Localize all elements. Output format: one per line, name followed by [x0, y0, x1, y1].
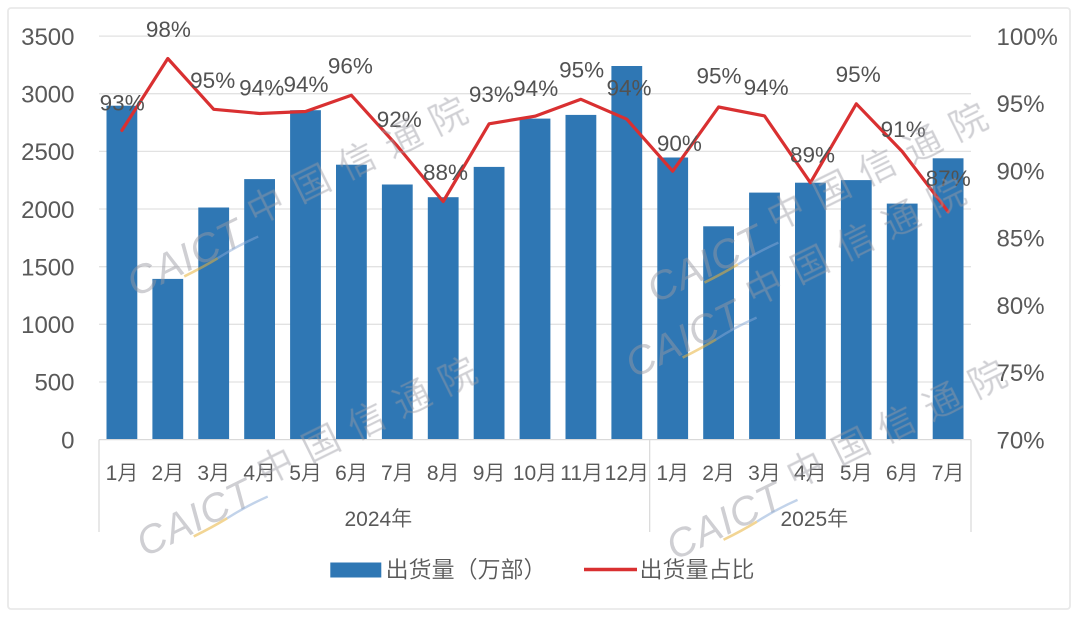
svg-text:3000: 3000 [21, 82, 74, 109]
svg-text:3500: 3500 [21, 24, 74, 51]
svg-text:2: 2 [152, 462, 164, 485]
svg-text:3: 3 [197, 462, 209, 485]
svg-text:89%: 89% [790, 143, 835, 168]
svg-text:94%: 94% [239, 76, 284, 101]
svg-text:5: 5 [289, 462, 301, 485]
svg-text:10: 10 [513, 462, 536, 485]
svg-text:0: 0 [61, 427, 74, 454]
svg-text:94%: 94% [744, 75, 789, 100]
svg-text:4: 4 [243, 462, 255, 485]
svg-text:94%: 94% [283, 72, 328, 97]
svg-text:5: 5 [840, 462, 852, 485]
svg-text:95%: 95% [696, 64, 741, 89]
svg-text:96%: 96% [328, 54, 373, 79]
svg-text:500: 500 [34, 370, 74, 397]
svg-text:3: 3 [748, 462, 760, 485]
svg-text:70%: 70% [997, 427, 1045, 454]
svg-text:7: 7 [381, 462, 393, 485]
svg-text:85%: 85% [997, 226, 1045, 253]
svg-text:1000: 1000 [21, 312, 74, 339]
svg-text:80%: 80% [997, 293, 1045, 320]
svg-text:2024: 2024 [344, 508, 391, 531]
svg-text:6: 6 [335, 462, 347, 485]
svg-text:98%: 98% [146, 17, 191, 42]
svg-text:6: 6 [886, 462, 898, 485]
svg-text:9: 9 [473, 462, 485, 485]
svg-text:95%: 95% [559, 58, 604, 83]
svg-text:90%: 90% [657, 131, 702, 156]
svg-text:93%: 93% [100, 91, 145, 116]
svg-text:2500: 2500 [21, 139, 74, 166]
svg-text:7: 7 [932, 462, 944, 485]
svg-text:100%: 100% [997, 24, 1058, 51]
svg-text:2025: 2025 [780, 508, 827, 531]
svg-text:8: 8 [427, 462, 439, 485]
svg-text:95%: 95% [997, 91, 1045, 118]
svg-text:1: 1 [106, 462, 118, 485]
svg-text:94%: 94% [606, 75, 651, 100]
svg-text:2: 2 [702, 462, 714, 485]
svg-text:12: 12 [605, 462, 628, 485]
svg-text:92%: 92% [377, 107, 422, 132]
svg-text:94%: 94% [513, 76, 558, 101]
svg-text:95%: 95% [836, 62, 881, 87]
svg-text:88%: 88% [423, 160, 468, 185]
svg-text:11: 11 [560, 462, 582, 485]
svg-text:93%: 93% [469, 82, 514, 107]
svg-text:2000: 2000 [21, 197, 74, 224]
svg-text:95%: 95% [190, 68, 235, 93]
svg-text:1: 1 [656, 462, 668, 485]
svg-text:90%: 90% [997, 158, 1045, 185]
svg-text:1500: 1500 [21, 254, 74, 281]
svg-text:75%: 75% [997, 360, 1045, 387]
